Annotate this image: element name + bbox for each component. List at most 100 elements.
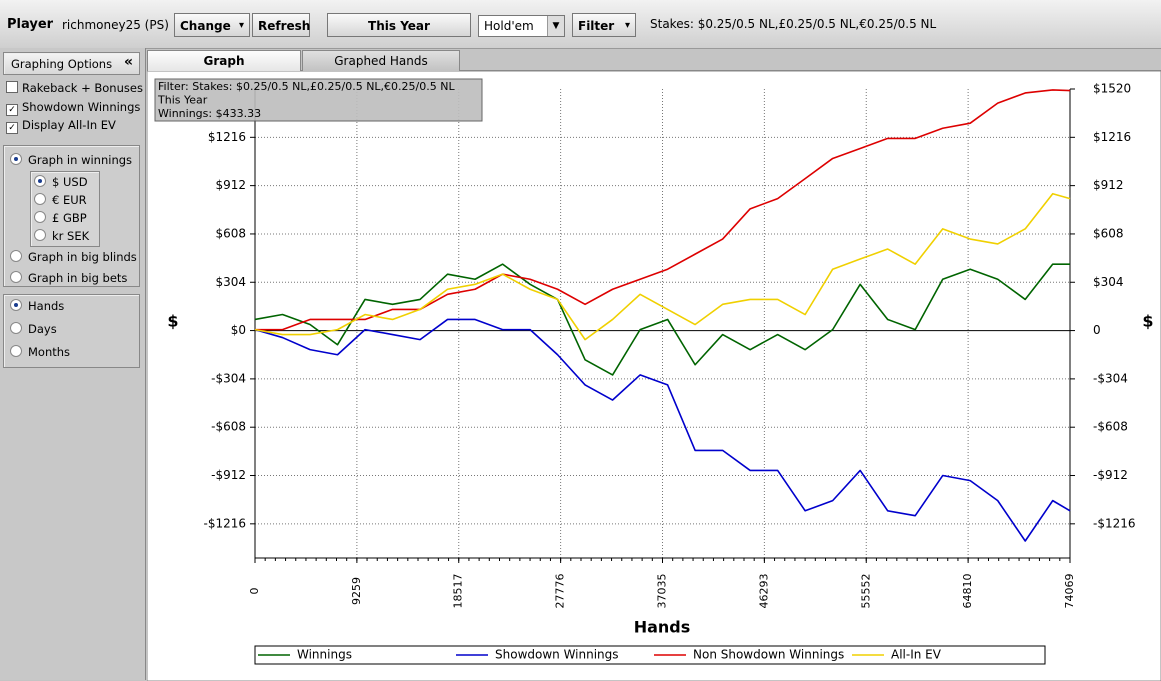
x-tick-label: 0 [248,588,261,595]
radio[interactable] [10,271,22,283]
y-tick-label: $304 [215,275,246,289]
period-panel [3,294,140,368]
x-axis-label: Hands [634,618,691,637]
tab[interactable]: Graph [147,50,301,71]
radio-option[interactable]: Hands [10,298,64,314]
radio[interactable] [10,250,22,262]
y-tick-label: $0 [231,323,246,337]
info-text: This Year [157,94,208,107]
radio-option[interactable]: £ GBP [34,210,87,226]
x-tick-label: 9259 [350,577,363,605]
x-tick-label: 37035 [656,574,669,609]
player-label: Player [7,17,54,32]
y2-tick-label: $608 [1093,226,1124,240]
filter-button[interactable]: Filter [572,13,636,38]
radio[interactable] [34,193,46,205]
radio-option[interactable]: kr SEK [34,228,89,244]
legend-label: Non Showdown Winnings [693,648,844,662]
toolbar: Player richmoney25 (PS) Change Refresh T… [0,0,1161,49]
option-label: $ USD [52,175,88,189]
option-label: Rakeback + Bonuses [22,81,143,95]
options-header: Graphing Options « [3,52,140,75]
checkbox[interactable]: ✓ [6,122,18,134]
checkbox[interactable] [6,81,18,93]
y-tick-label: $608 [215,226,246,240]
x-tick-label: 18517 [452,574,465,609]
radio[interactable] [10,322,22,334]
y2-tick-label: 0 [1093,323,1101,337]
game-value: Hold'em [484,19,534,33]
radio-option[interactable]: Days [10,321,57,337]
collapse-button[interactable]: « [123,54,133,70]
series-line [255,89,1071,331]
legend-label: Winnings [297,648,352,662]
option-label: Hands [28,299,65,313]
y2-tick-label: $912 [1093,178,1124,192]
x-tick-label: 55552 [859,574,872,609]
option-label: £ GBP [52,211,87,225]
y-tick-label: $1216 [208,130,246,144]
checkbox-option[interactable]: ✓ Showdown Winnings [6,99,141,116]
legend-box [254,645,1046,665]
y2-tick-label: -$608 [1093,420,1128,434]
radio[interactable] [10,153,22,165]
legend-label: All-In EV [891,648,942,662]
radio-option[interactable]: Graph in winnings [10,152,132,168]
radio[interactable] [34,229,46,241]
y-tick-label: -$912 [211,468,246,482]
y2-tick-label: $304 [1093,275,1124,289]
series-line [254,192,1071,341]
series-line [254,263,1070,376]
option-label: Display All-In EV [22,118,116,132]
game-select[interactable]: Hold'em ▼ [478,15,565,37]
y2-axis-label: $ [1142,312,1153,331]
radio-option[interactable]: Months [10,344,70,360]
x-tick-label: 27776 [554,574,567,609]
option-label: Days [28,322,57,336]
refresh-button[interactable]: Refresh [252,13,310,37]
x-tick-label: 74069 [1063,574,1076,609]
option-label: Graph in big bets [28,271,128,285]
info-text: Winnings: $433.33 [158,107,261,120]
x-tick-label: 64810 [961,574,974,609]
option-label: Graph in big blinds [28,250,137,264]
radio-option[interactable]: $ USD [34,174,88,190]
option-label: Graph in winnings [28,153,133,167]
checkbox-option[interactable]: Rakeback + Bonuses [6,80,143,96]
x-tick-label: 46293 [757,574,770,609]
period-button[interactable]: This Year [327,13,471,37]
options-title: Graphing Options [11,57,113,71]
tab[interactable]: Graphed Hands [302,50,460,71]
y2-tick-label: $1520 [1093,82,1131,96]
option-label: € EUR [52,193,87,207]
sidebar: Graphing Options « Rakeback + Bonuses ✓ Sh… [0,48,146,680]
radio[interactable] [34,211,46,223]
series-line [254,318,1071,542]
radio-option[interactable]: € EUR [34,192,87,208]
y-tick-label: -$608 [211,420,246,434]
info-box [154,78,483,122]
chart: $ $ Hands 0 9259 18517 27776 37035 46293 55552… [147,70,1161,681]
change-button[interactable]: Change [174,13,250,38]
select-arrow: ▼ [547,16,564,36]
y2-tick-label: $1216 [1093,130,1131,144]
radio[interactable] [10,299,22,311]
option-label: Months [28,345,71,359]
checkbox[interactable]: ✓ [6,103,18,116]
y-axis-label: $ [167,312,178,331]
radio[interactable] [10,345,22,357]
info-text: Filter: Stakes: $0.25/0.5 NL,£0.25/0.5 N… [158,80,455,93]
radio-option[interactable]: Graph in big blinds [10,249,137,265]
y2-tick-label: -$304 [1093,371,1128,385]
player-name: richmoney25 (PS) [62,18,169,32]
legend-label: Showdown Winnings [495,648,619,662]
y-tick-label: -$1216 [203,516,246,530]
checkbox-option[interactable]: ✓ Display All-In EV [6,117,116,134]
stakes-text: Stakes: $0.25/0.5 NL,£0.25/0.5 NL,€0.25/… [650,17,937,31]
option-label: Showdown Winnings [22,99,141,114]
y-tick-label: $912 [215,178,246,192]
radio[interactable] [34,175,46,187]
radio-option[interactable]: Graph in big bets [10,270,127,286]
y2-tick-label: -$912 [1093,468,1128,482]
